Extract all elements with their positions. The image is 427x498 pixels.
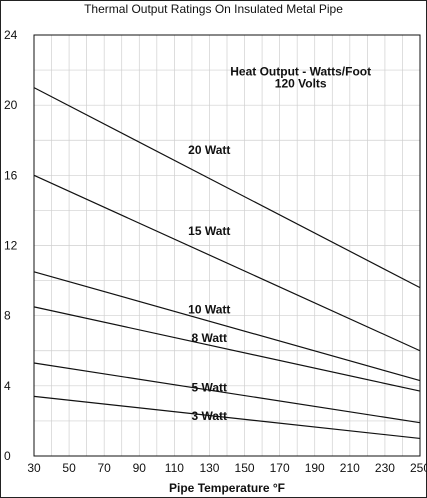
series-label: 8 Watt	[191, 331, 227, 345]
series-line	[33, 87, 421, 289]
chart-title: Thermal Output Ratings On Insulated Meta…	[84, 2, 343, 16]
x-tick-label: 90	[133, 461, 147, 475]
series-line	[33, 271, 421, 382]
x-tick-label: 150	[235, 461, 255, 475]
x-tick-label: 190	[305, 461, 325, 475]
series-labels: 20 Watt 15 Watt 10 Watt 8 Watt 5 Watt 3 Watt	[188, 143, 230, 423]
series-line	[33, 395, 421, 440]
series-lines	[33, 87, 421, 440]
series-label: 20 Watt	[188, 143, 230, 157]
y-tick-label: 16	[4, 168, 18, 182]
y-axis-ticks: 0 4 8 12 16 20 24	[4, 28, 18, 463]
x-axis-label: Pipe Temperature °F	[169, 481, 285, 495]
plot-area	[33, 34, 421, 457]
y-tick-label: 12	[4, 239, 18, 253]
x-tick-label: 30	[27, 461, 41, 475]
series-line	[33, 174, 421, 352]
series-line	[33, 362, 421, 424]
y-tick-label: 0	[4, 449, 11, 463]
y-tick-label: 20	[4, 98, 18, 112]
x-tick-label: 210	[340, 461, 360, 475]
series-label: 3 Watt	[191, 409, 227, 423]
x-tick-label: 170	[270, 461, 290, 475]
annotation-voltage: 120 Volts	[275, 77, 327, 91]
x-tick-label: 110	[165, 461, 184, 475]
x-axis-ticks: 30 50 70 90 110 130 150 170 190 210 230 250	[27, 461, 427, 475]
y-tick-label: 24	[4, 28, 18, 42]
x-tick-label: 70	[98, 461, 112, 475]
x-tick-label: 50	[62, 461, 76, 475]
series-label: 15 Watt	[188, 224, 230, 238]
x-tick-label: 130	[199, 461, 219, 475]
series-label: 10 Watt	[188, 302, 230, 316]
x-tick-label: 230	[375, 461, 395, 475]
y-tick-label: 4	[4, 379, 11, 393]
y-tick-label: 8	[4, 309, 11, 323]
annotation-heading: Heat Output - Watts/Foot	[230, 64, 371, 78]
series-line	[33, 306, 421, 392]
x-tick-label: 250	[410, 461, 427, 475]
series-label: 5 Watt	[191, 380, 227, 394]
